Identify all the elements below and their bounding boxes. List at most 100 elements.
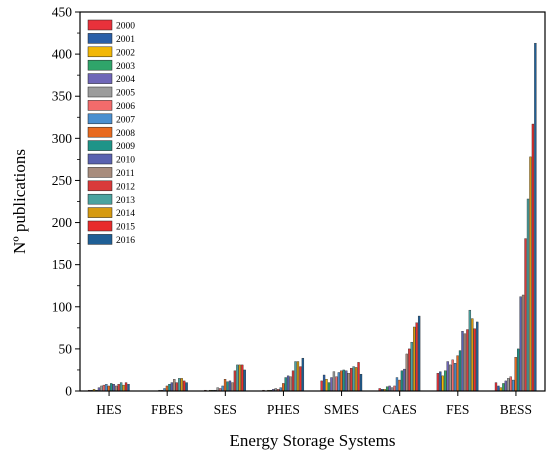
bar-smes-2011 [347,373,350,392]
bar-fes-2001 [439,371,442,392]
bar-smes-2000 [320,380,323,392]
bar-phes-2010 [286,375,290,392]
bar-fbes-2015 [183,380,186,392]
bar-smes-2015 [357,362,360,392]
bar-fes-2013 [468,309,472,392]
bar-bess-2008 [514,357,517,392]
bar-phes-2009 [284,377,287,392]
ticks-group: HES FBES SES PHES SMES CAES FES BESS 0 50 100 150 20… [52,5,532,418]
bar-fbes-2014 [180,378,183,392]
bar-fes-2010 [461,331,464,392]
bar-caes-2014 [413,326,416,392]
legend-swatch-2009 [87,140,113,151]
bar-caes-2009 [400,370,404,392]
x-tick-label: SMES [324,402,359,417]
bar-smes-2016 [359,373,363,392]
bar-ses-2007 [221,385,224,392]
legend-swatch-2005 [87,86,113,98]
y-tick-label: 150 [52,257,73,272]
bar-fes-2000 [436,373,440,392]
bar-bess-2015 [531,123,535,392]
legend-swatch-2002 [87,46,113,58]
legend-label-2001: 2001 [116,35,135,45]
x-tick-label: BESS [500,402,532,417]
bar-smes-2002 [325,379,328,392]
bar-fes-2007 [453,363,457,392]
bar-bess-2010 [519,296,522,392]
bar-caes-2010 [403,368,406,392]
bar-bess-2003 [502,383,505,392]
y-tick-label: 50 [59,341,73,356]
bar-fes-2004 [446,361,449,392]
legend: 2000 2001 2002 2003 2004 2005 2006 2007 2008 2009… [87,19,135,246]
bar-caes-2006 [393,385,396,392]
x-tick-label: CAES [382,402,417,417]
bar-bess-2012 [524,238,527,392]
bar-smes-2007 [337,372,341,392]
bar-ses-2009 [226,381,229,392]
legend-swatch-2000 [87,19,113,31]
y-tick-label: 300 [52,131,73,146]
bar-bess-2007 [512,379,515,392]
bar-caes-2008 [398,379,401,392]
bar-caes-2011 [405,353,408,392]
bar-fbes-2008 [165,385,169,392]
bar-fes-2016 [476,321,479,392]
legend-label-2002: 2002 [116,48,135,58]
bar-hes-2006 [102,384,106,392]
x-tick-label: SES [214,402,237,417]
legend-label-2016: 2016 [116,236,135,246]
legend-label-2011: 2011 [116,169,135,179]
legend-label-2005: 2005 [116,89,135,99]
bar-fes-2006 [451,359,454,392]
x-tick-label: FES [446,402,469,417]
bar-caes-2007 [395,377,399,392]
bar-fbes-2009 [168,384,171,392]
bar-bess-2014 [529,156,532,392]
bar-ses-2008 [223,379,227,392]
bar-smes-2003 [327,382,331,392]
bar-fbes-2013 [178,378,181,392]
bar-hes-2016 [127,384,130,392]
bar-fbes-2010 [170,382,174,392]
bar-fes-2003 [444,370,447,392]
y-tick-label: 250 [52,173,73,188]
bar-hes-2011 [115,385,118,392]
legend-swatch-2006 [87,100,113,111]
bar-ses-2010 [228,380,232,392]
bar-smes-2013 [352,366,355,392]
bar-caes-2015 [415,322,418,392]
bar-ses-2014 [238,364,241,392]
bar-bess-2005 [507,378,510,392]
legend-label-2000: 2000 [116,22,135,32]
legend-label-2003: 2003 [116,62,135,72]
legend-swatch-2011 [87,167,113,178]
bar-bess-2009 [516,348,520,392]
bar-caes-2003 [385,386,389,392]
bar-fes-2002 [441,375,444,392]
legend-label-2013: 2013 [116,196,135,206]
bar-ses-2012 [233,370,237,392]
bar-fes-2005 [449,364,452,392]
bar-hes-2008 [107,385,110,392]
bar-hes-2015 [124,382,128,392]
y-tick-label: 450 [52,5,73,20]
bar-smes-2004 [330,377,333,392]
y-axis-title: Nº publications [10,149,29,254]
legend-swatch-2003 [87,59,113,71]
x-tick-label: PHES [267,402,300,417]
x-tick-label: HES [96,402,122,417]
legend-label-2007: 2007 [116,115,135,125]
bar-fes-2009 [458,350,462,392]
bar-smes-2012 [350,368,353,392]
bar-fbes-2012 [175,382,178,392]
y-tick-label: 400 [52,47,73,62]
bar-fes-2011 [463,333,467,392]
y-tick-label: 350 [52,89,73,104]
bar-fbes-2011 [173,379,176,392]
legend-swatch-2015 [87,220,113,232]
bar-hes-2010 [112,384,115,392]
legend-swatch-2013 [87,193,113,205]
bar-smes-2001 [322,374,326,392]
